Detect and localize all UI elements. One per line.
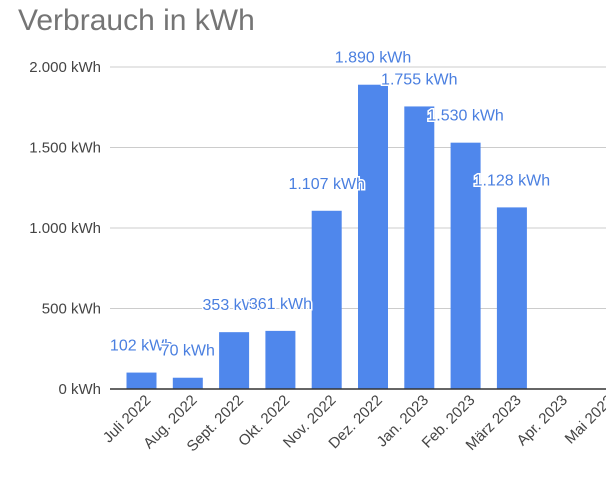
bar: [219, 332, 250, 389]
bar: [311, 210, 342, 389]
data-label: 361 kWh: [249, 296, 312, 313]
data-label: 1.107 kWh: [288, 176, 364, 193]
data-label: 1.755 kWh: [381, 71, 457, 88]
x-tick-label: Apr. 2023: [514, 392, 571, 449]
y-tick-label: 500 kWh: [42, 301, 101, 318]
y-tick-labels: 0 kWh 500 kWh 1.000 kWh 1.500 kWh 2.000 kWh: [29, 59, 101, 398]
data-label: 353 kWh: [203, 297, 266, 314]
chart-title: Verbrauch in kWh: [18, 4, 255, 37]
y-tick-label: 0 kWh: [58, 381, 101, 398]
bars: [126, 84, 527, 390]
bar: [265, 330, 296, 389]
bar: [450, 142, 481, 389]
bar: [126, 372, 157, 389]
bar: [172, 377, 203, 389]
y-tick-label: 1.500 kWh: [29, 140, 101, 157]
data-label: 1.128 kWh: [474, 172, 550, 189]
y-tick-label: 1.000 kWh: [29, 220, 101, 237]
bar: [496, 207, 527, 389]
data-label: 70 kWh: [161, 343, 215, 360]
data-label: 1.530 kWh: [427, 108, 503, 125]
y-tick-label: 2.000 kWh: [29, 59, 101, 76]
bar: [358, 84, 388, 390]
bar: [404, 106, 435, 389]
data-label: 1.890 kWh: [335, 50, 411, 67]
x-tick-label: Mai 2023: [562, 392, 606, 448]
data-label: 102 kWh: [110, 338, 173, 355]
